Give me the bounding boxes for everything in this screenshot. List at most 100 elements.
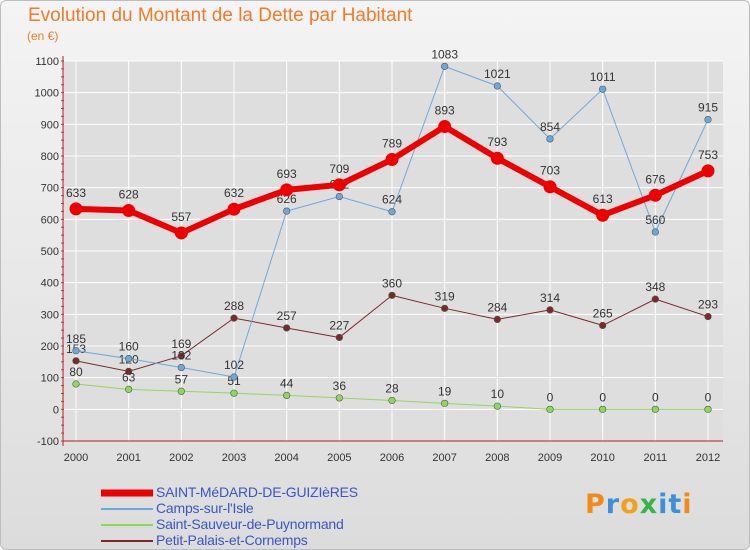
- data-point: [596, 208, 610, 222]
- legend-label: SAINT-MéDARD-DE-GUIZIèRES: [156, 484, 358, 500]
- data-label: 557: [171, 210, 191, 224]
- legend-label: Camps-sur-l'Isle: [156, 500, 254, 516]
- data-label: 893: [435, 104, 455, 118]
- data-label: 44: [280, 376, 294, 390]
- data-point: [599, 321, 607, 330]
- data-label: 360: [382, 276, 402, 290]
- data-label: 626: [277, 192, 297, 206]
- x-tick-label: 2006: [380, 452, 404, 464]
- data-label: 703: [540, 164, 560, 178]
- data-label: 753: [698, 148, 718, 162]
- chart-legend: SAINT-MéDARD-DE-GUIZIèRES Camps-sur-l'Is…: [101, 484, 401, 549]
- data-label: 319: [435, 289, 455, 303]
- data-point: [388, 396, 396, 405]
- data-point: [599, 85, 607, 93]
- data-point: [648, 188, 662, 202]
- data-point: [651, 295, 659, 303]
- legend-item: Camps-sur-l'Isle: [101, 500, 401, 517]
- data-point: [599, 405, 607, 413]
- x-tick-label: 2010: [590, 452, 614, 464]
- legend-item: SAINT-MéDARD-DE-GUIZIèRES: [101, 484, 401, 501]
- data-point: [177, 387, 185, 395]
- y-tick-label: 0: [53, 404, 59, 416]
- legend-swatch-saint-sauveur: [101, 524, 153, 526]
- logo-letter: P: [585, 489, 606, 520]
- chart-unit-label: (en €): [27, 29, 59, 43]
- legend-swatch-petit-palais: [101, 540, 153, 542]
- data-point: [546, 135, 554, 143]
- data-point: [230, 314, 238, 322]
- data-point: [72, 347, 80, 355]
- x-tick-label: 2012: [696, 452, 720, 464]
- data-label: 227: [329, 318, 349, 332]
- data-label: 560: [645, 213, 665, 227]
- data-label: 57: [175, 372, 189, 386]
- y-tick-label: 800: [41, 151, 59, 163]
- data-label: 19: [438, 384, 452, 398]
- x-tick-label: 2000: [64, 452, 88, 464]
- data-point: [125, 355, 133, 363]
- y-tick-label: -100: [37, 436, 59, 448]
- data-label: 628: [119, 187, 139, 201]
- data-label: 160: [119, 340, 139, 354]
- chart-title: Evolution du Montant de la Dette par Hab…: [28, 5, 413, 26]
- x-tick-label: 2009: [538, 452, 562, 464]
- data-point: [280, 183, 294, 197]
- data-point: [543, 180, 557, 194]
- data-point: [388, 291, 396, 299]
- data-point: [335, 333, 343, 342]
- data-point: [230, 373, 238, 381]
- x-tick-label: 2004: [274, 452, 298, 464]
- data-point: [335, 394, 343, 402]
- x-tick-label: 2011: [644, 452, 668, 464]
- data-label: 80: [69, 365, 83, 379]
- data-label: 28: [385, 381, 399, 395]
- data-label: 624: [382, 193, 402, 207]
- data-point: [122, 203, 136, 217]
- x-tick-label: 2002: [169, 452, 193, 464]
- data-point: [701, 164, 715, 178]
- data-label: 793: [487, 135, 507, 149]
- data-point: [125, 367, 133, 375]
- data-label: 185: [66, 332, 86, 346]
- data-point: [332, 178, 346, 192]
- data-point: [72, 380, 80, 388]
- data-label: 1011: [590, 70, 616, 84]
- y-tick-label: 100: [41, 373, 59, 385]
- legend-label: Petit-Palais-et-Cornemps: [156, 532, 308, 548]
- x-tick-label: 2005: [327, 452, 351, 464]
- logo-letter: r: [605, 489, 621, 520]
- logo-letter: x: [639, 489, 659, 520]
- x-tick-label: 2008: [485, 452, 509, 464]
- data-label: 693: [277, 167, 297, 181]
- data-label: 284: [487, 300, 507, 314]
- data-point: [704, 405, 712, 413]
- x-tick-label: 2001: [116, 452, 140, 464]
- data-point: [704, 115, 712, 124]
- data-point: [72, 357, 80, 365]
- data-label: 265: [593, 306, 613, 320]
- data-point: [385, 152, 399, 166]
- data-point: [493, 402, 501, 410]
- logo-letter: i: [682, 489, 693, 520]
- legend-item: Petit-Palais-et-Cornemps: [101, 532, 401, 549]
- data-label: 1083: [431, 47, 458, 61]
- logo-letter: o: [620, 489, 640, 520]
- data-label: 293: [698, 298, 718, 312]
- data-point: [704, 312, 712, 321]
- logo-letter: i: [658, 489, 669, 520]
- data-point: [125, 385, 133, 393]
- data-label: 10: [491, 387, 505, 401]
- data-label: 102: [224, 358, 244, 372]
- data-label: 314: [540, 291, 560, 305]
- data-label: 169: [171, 337, 191, 351]
- data-label: 633: [66, 186, 86, 200]
- data-point: [441, 62, 449, 70]
- y-tick-label: 1000: [35, 88, 59, 100]
- data-label: 709: [329, 162, 349, 176]
- data-label: 257: [277, 309, 297, 323]
- data-point: [493, 82, 501, 90]
- y-tick-label: 300: [41, 309, 59, 321]
- y-tick-label: 1100: [35, 56, 59, 68]
